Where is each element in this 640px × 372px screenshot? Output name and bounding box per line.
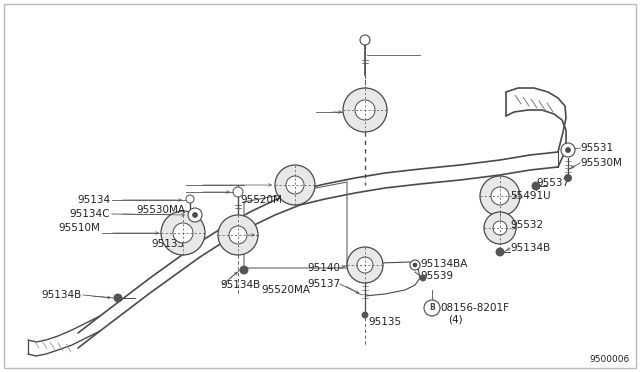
Text: (4): (4) <box>448 315 463 325</box>
Circle shape <box>343 88 387 132</box>
Text: 08156-8201F: 08156-8201F <box>440 303 509 313</box>
Text: 95531: 95531 <box>580 143 613 153</box>
Text: 95140: 95140 <box>307 263 340 273</box>
Text: 95134BA: 95134BA <box>420 259 467 269</box>
Circle shape <box>493 221 507 235</box>
Text: 95134B: 95134B <box>42 290 82 300</box>
Circle shape <box>161 211 205 255</box>
Circle shape <box>410 260 420 270</box>
Circle shape <box>566 148 570 153</box>
Circle shape <box>484 212 516 244</box>
Text: B: B <box>429 304 435 312</box>
Circle shape <box>491 187 509 205</box>
Circle shape <box>564 174 572 182</box>
Text: 95520MA: 95520MA <box>261 285 310 295</box>
Circle shape <box>275 165 315 205</box>
Circle shape <box>561 143 575 157</box>
Circle shape <box>229 226 247 244</box>
Circle shape <box>424 300 440 316</box>
Text: 95137: 95137 <box>307 279 340 289</box>
Circle shape <box>233 187 243 197</box>
Circle shape <box>114 294 122 302</box>
Circle shape <box>347 247 383 283</box>
Text: 55491U: 55491U <box>510 191 550 201</box>
Text: 95134B: 95134B <box>510 243 550 253</box>
Circle shape <box>420 275 426 281</box>
Circle shape <box>240 266 248 274</box>
Circle shape <box>173 223 193 243</box>
Circle shape <box>188 208 202 222</box>
Circle shape <box>218 215 258 255</box>
Circle shape <box>357 257 373 273</box>
Circle shape <box>413 263 417 267</box>
Circle shape <box>480 176 520 216</box>
Circle shape <box>286 176 304 194</box>
Circle shape <box>532 182 540 190</box>
Text: 95520M: 95520M <box>240 195 282 205</box>
Circle shape <box>355 100 375 120</box>
Circle shape <box>186 195 194 203</box>
Text: 95135: 95135 <box>152 239 185 249</box>
Text: 95539: 95539 <box>420 271 453 281</box>
Circle shape <box>193 212 198 218</box>
Text: 95134B: 95134B <box>220 280 260 290</box>
Text: 95537: 95537 <box>536 178 569 188</box>
Text: 95532: 95532 <box>510 220 543 230</box>
Text: 95134C: 95134C <box>70 209 110 219</box>
Circle shape <box>496 248 504 256</box>
Text: 95530MA: 95530MA <box>136 205 185 215</box>
Text: 95510M: 95510M <box>58 223 100 233</box>
Circle shape <box>362 312 368 318</box>
Circle shape <box>360 35 370 45</box>
Text: 95530M: 95530M <box>580 158 622 168</box>
Text: 95134: 95134 <box>77 195 110 205</box>
Text: 9500006: 9500006 <box>589 356 630 365</box>
Text: 95135: 95135 <box>368 317 401 327</box>
